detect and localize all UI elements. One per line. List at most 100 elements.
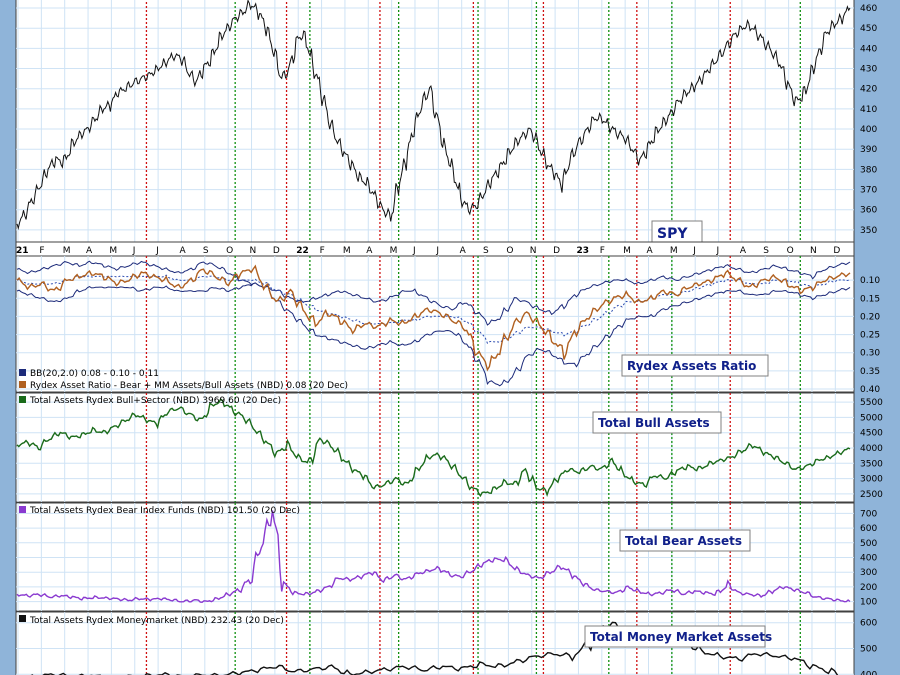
x-tick-label: J [692,246,696,256]
bull-assets-line [16,397,851,498]
bull-title-box: Total Bull Assets [592,411,722,434]
spy-plot-area [15,0,855,243]
x-tick-label: S [203,246,209,256]
bear-title-box: Total Bear Assets [619,529,751,552]
spy-label-text: SPY [657,226,688,242]
panel-spy: 350 360 370 380 390 400 410 420 430 440 450 460 SPY [15,0,877,244]
spy-price-line [16,0,851,231]
y-tick-label: 440 [860,44,877,54]
bull-title: Total Bull Assets [598,416,710,430]
y-tick-label: 0.30 [860,349,880,359]
y-tick-label: 2500 [860,490,883,500]
bull-legend-swatch [19,396,26,403]
y-tick-label: 370 [860,186,877,196]
x-axis: 21 F M A M J J A S O N D 22 F M A M J J A S O N D 23 F M A M J J A S O N D [15,241,855,257]
y-tick-label: 420 [860,85,877,95]
y-tick-label: 100 [860,598,877,608]
y-tick-label: 400 [860,554,877,564]
x-tick-label: 23 [576,246,589,256]
x-tick-label: A [740,246,747,256]
y-tick-label: 0.40 [860,385,880,395]
x-tick-label: S [483,246,489,256]
ratio-legend-swatch [19,381,26,388]
x-tick-label: F [320,246,325,256]
bull-legend-text: Total Assets Rydex Bull+Sector (NBD) 396… [29,396,281,406]
y-tick-label: 350 [860,226,877,236]
x-tick-label: F [39,246,44,256]
x-tick-label: M [670,246,678,256]
moneymarket-assets-line [30,621,839,675]
ratio-y-axis: 0.10 0.15 0.20 0.25 0.30 0.35 0.40 [860,276,880,395]
y-tick-label: 600 [860,619,877,629]
x-tick-label: 22 [296,246,309,256]
y-tick-label: 360 [860,206,877,216]
bollinger-mid-line [16,274,851,344]
x-tick-label: D [273,246,280,256]
x-tick-label: J [716,246,720,256]
mm-y-axis: 400 500 600 [860,619,877,675]
x-tick-label: 21 [16,246,29,256]
y-tick-label: 410 [860,105,877,115]
y-tick-label: 3000 [860,475,883,485]
y-tick-label: 600 [860,524,877,534]
mm-title-box: Total Money Market Assets [584,625,772,648]
x-tick-label: O [787,246,794,256]
bear-title: Total Bear Assets [625,534,742,548]
x-tick-label: A [179,246,186,256]
panel-ratio: 0.10 0.15 0.20 0.25 0.30 0.35 0.40 BB(20,2.0) … [15,255,880,395]
x-tick-label: N [250,246,257,256]
y-tick-label: 200 [860,583,877,593]
mm-legend-text: Total Assets Rydex Moneymarket (NBD) 232… [29,616,284,626]
x-tick-label: M [343,246,351,256]
bb-legend-swatch [19,369,26,376]
y-tick-label: 0.15 [860,294,880,304]
mm-title: Total Money Market Assets [590,630,772,644]
ratio-legend: BB(20,2.0) 0.08 - 0.10 - 0.11 Rydex Asse… [19,369,348,391]
mm-legend-swatch [19,615,26,622]
y-tick-label: 0.25 [860,331,880,341]
x-tick-label: J [412,246,416,256]
x-tick-label: M [109,246,117,256]
bear-assets-line [16,510,851,604]
y-tick-label: 380 [860,165,877,175]
y-tick-label: 300 [860,568,877,578]
y-tick-label: 4000 [860,444,883,454]
bear-legend-text: Total Assets Rydex Bear Index Funds (NBD… [29,506,300,516]
y-tick-label: 0.35 [860,367,880,377]
y-tick-label: 5500 [860,398,883,408]
panel-bull: 2500 3000 3500 4000 4500 5000 5500 Total Asset… [15,392,883,503]
y-tick-label: 390 [860,145,877,155]
bear-y-axis: 100 200 300 400 500 600 700 [860,509,877,607]
x-tick-label: A [460,246,467,256]
x-tick-label: A [647,246,654,256]
y-tick-label: 400 [860,125,877,135]
spy-y-axis: 350 360 370 380 390 400 410 420 430 440 450 460 [860,4,877,236]
x-tick-label: J [132,246,136,256]
bb-legend-text: BB(20,2.0) 0.08 - 0.10 - 0.11 [30,369,159,379]
y-tick-label: 0.10 [860,276,880,286]
bear-legend: Total Assets Rydex Bear Index Funds (NBD… [19,506,300,516]
bollinger-upper-line [16,260,851,326]
spy-vertical-markers [145,0,801,242]
ratio-title: Rydex Assets Ratio [627,359,756,373]
bollinger-lower-line [16,282,851,387]
y-tick-label: 700 [860,509,877,519]
x-tick-label: J [435,246,439,256]
ratio-title-box: Rydex Assets Ratio [621,354,769,377]
x-tick-label: M [63,246,71,256]
y-tick-label: 460 [860,4,877,14]
panel-bear: 100 200 300 400 500 600 700 Total Assets Rydex… [15,502,877,612]
bull-y-axis: 2500 3000 3500 4000 4500 5000 5500 [860,398,883,500]
bull-legend: Total Assets Rydex Bull+Sector (NBD) 396… [19,396,281,406]
x-tick-label: D [553,246,560,256]
x-tick-label: N [810,246,817,256]
x-tick-label: F [600,246,605,256]
y-tick-label: 0.20 [860,312,880,322]
x-tick-label: J [155,246,159,256]
y-tick-label: 400 [860,670,877,675]
spy-label-box: SPY [651,220,703,244]
x-tick-label: N [530,246,537,256]
y-tick-label: 430 [860,65,877,75]
x-tick-label: D [833,246,840,256]
